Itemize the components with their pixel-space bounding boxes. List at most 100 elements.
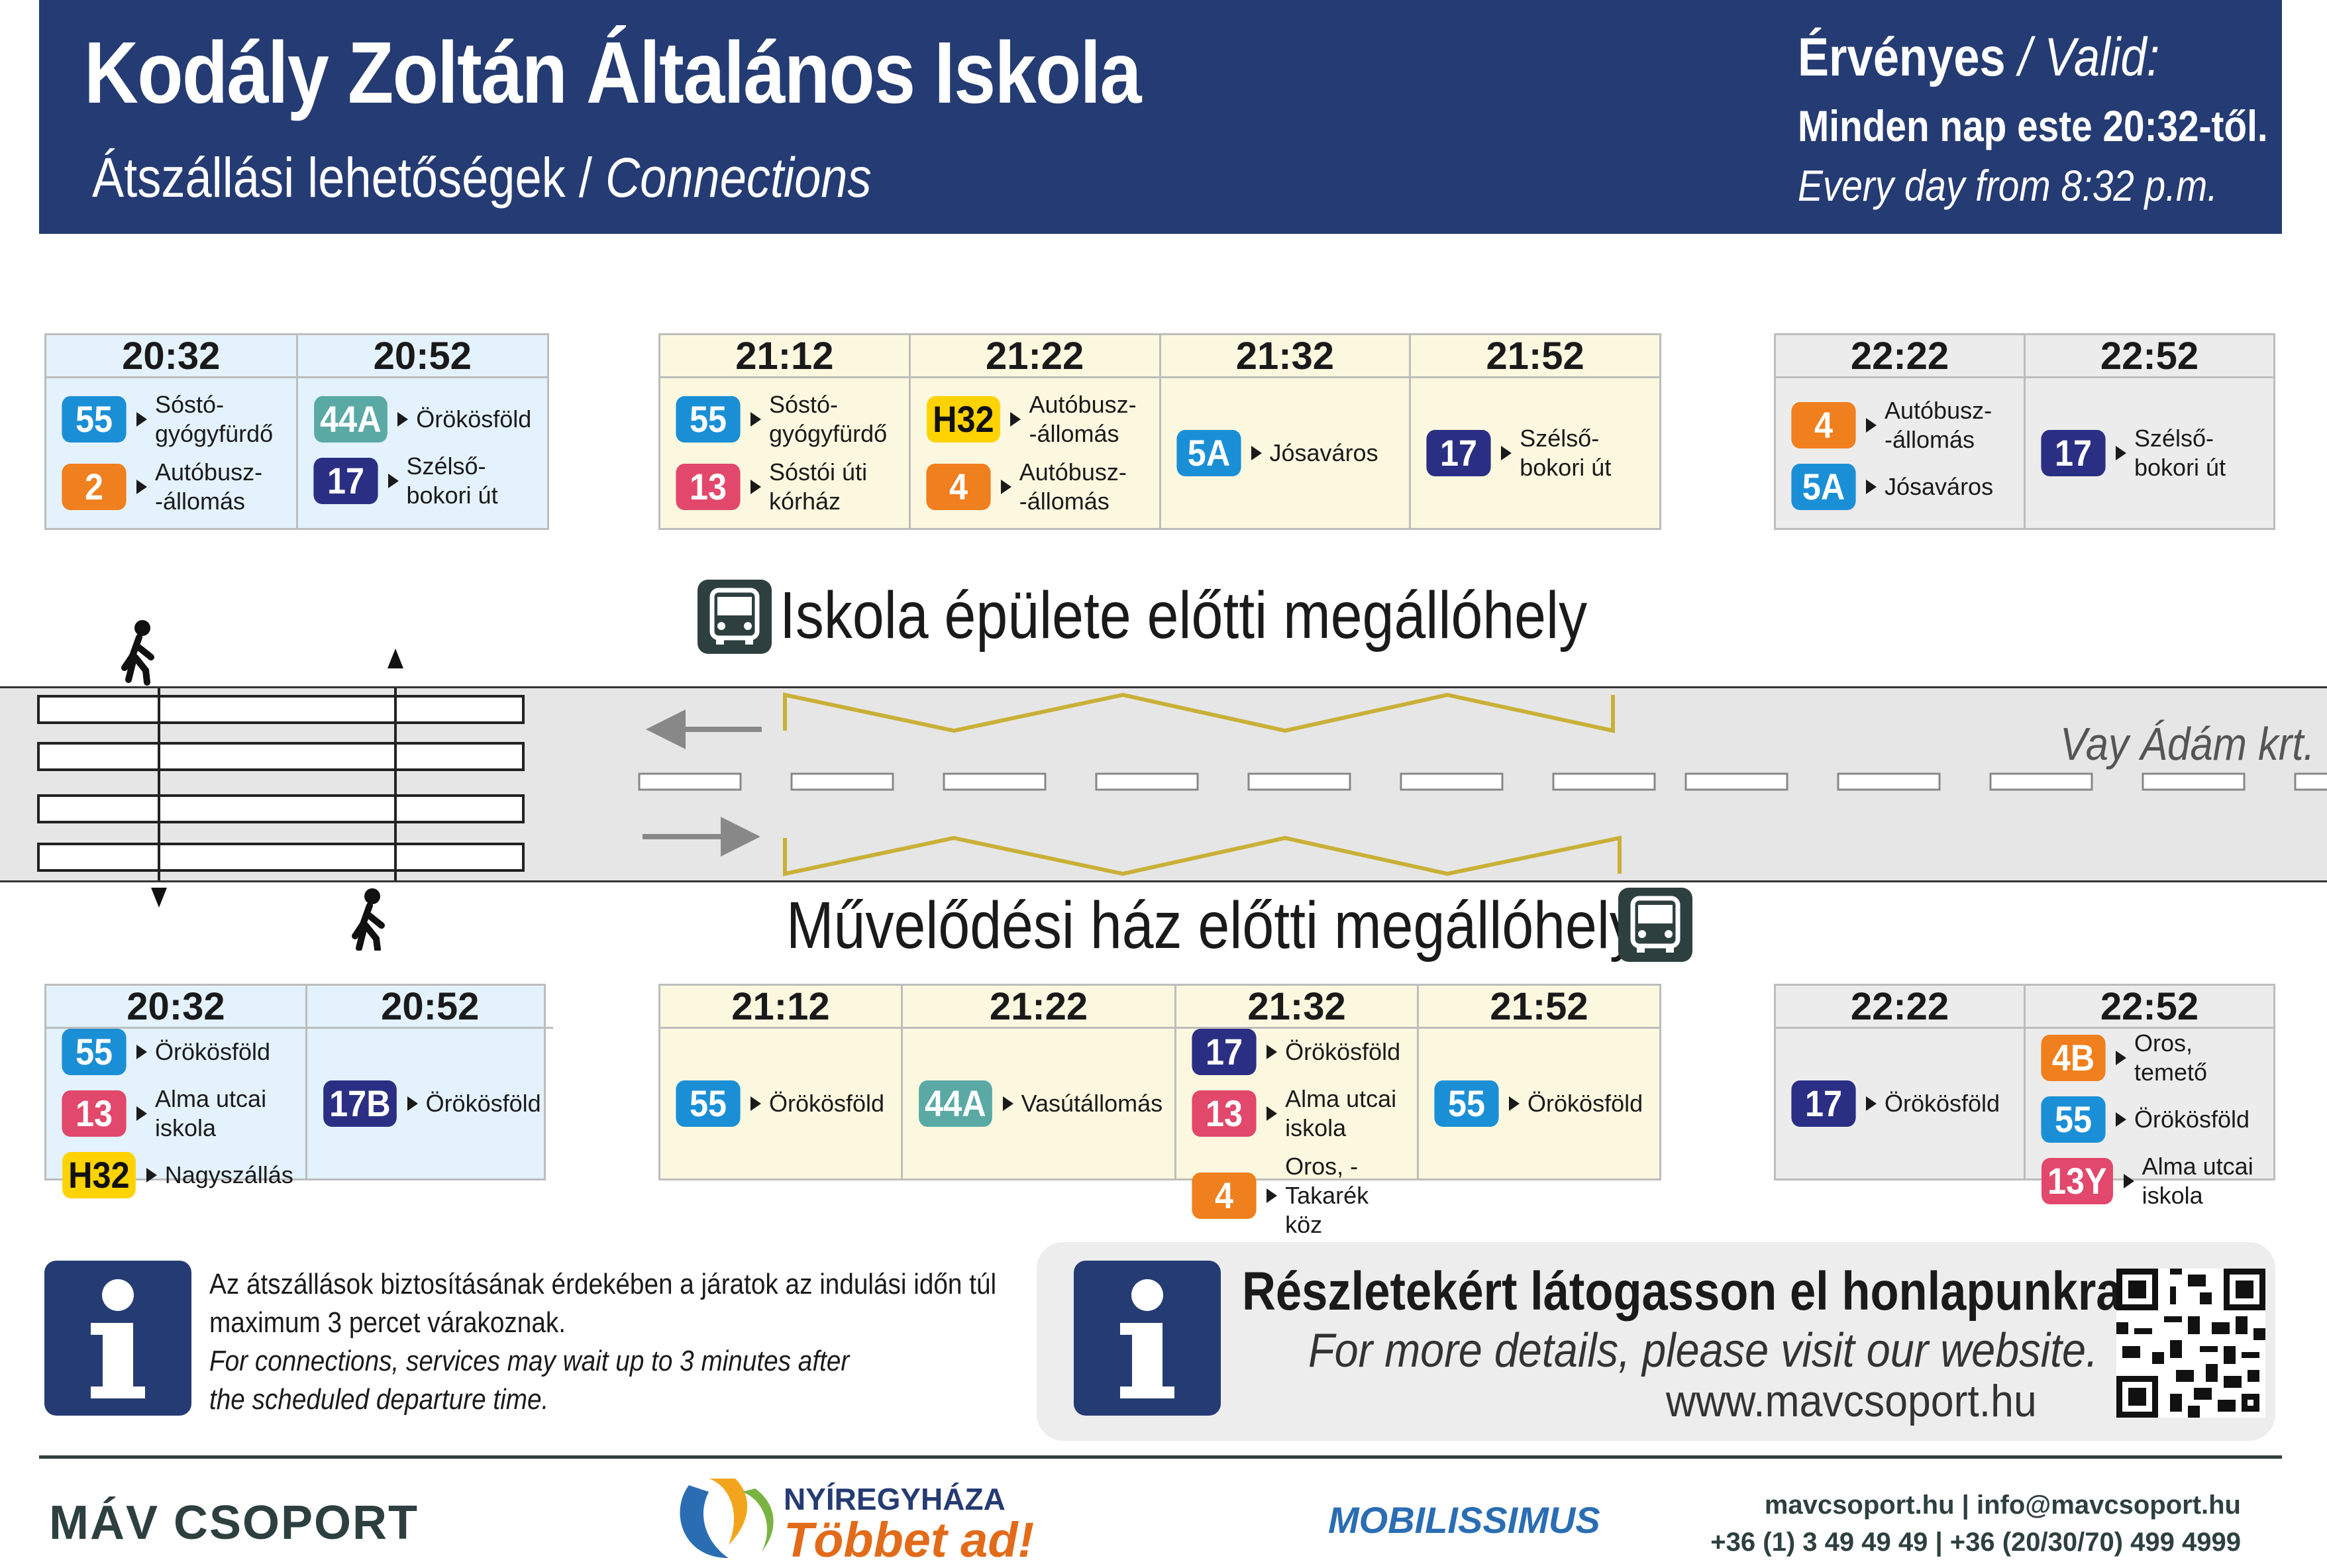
line-badge: 13 bbox=[62, 1090, 127, 1137]
destination: Autóbusz- -állomás bbox=[1019, 458, 1127, 515]
connection-item: 5A Jósaváros bbox=[1788, 464, 2012, 510]
destination: Jósaváros bbox=[1885, 473, 1994, 500]
destination: Örökösföld bbox=[155, 1038, 271, 1065]
arrow-right-icon bbox=[136, 480, 147, 494]
destination: Sóstói úti kórház bbox=[769, 458, 868, 515]
arrow-right-icon bbox=[1501, 446, 1512, 460]
departure-column: 22:22 17 Örökösföld bbox=[1776, 986, 2026, 1178]
connection-item: 17 Szélső- bokori út bbox=[310, 452, 536, 510]
page-subtitle: Átszállási lehetőségek / Connections bbox=[92, 146, 872, 210]
website-url[interactable]: www.mavcsoport.hu bbox=[1666, 1376, 2037, 1426]
arrow-right-icon bbox=[388, 474, 399, 488]
departure-time: 21:32 bbox=[1161, 335, 1410, 378]
line-badge: 55 bbox=[676, 396, 741, 443]
subtitle-hu: Átszállási lehetőségek / bbox=[92, 146, 605, 209]
connection-item: 2 Autóbusz- -állomás bbox=[58, 458, 284, 516]
arrow-right-icon bbox=[2116, 1051, 2126, 1065]
upper-group-2: 21:12 55 Sóstó- gyógyfürdő 13 Sóstói úti kór… bbox=[658, 333, 1661, 530]
line-badge: 17 bbox=[1426, 430, 1491, 476]
departure-time: 21:22 bbox=[902, 986, 1175, 1029]
departure-time: 22:22 bbox=[1776, 986, 2024, 1029]
connection-item: 13 Alma utcai iskola bbox=[1188, 1084, 1405, 1143]
departure-column: 20:52 17B Örökösföld bbox=[307, 986, 553, 1178]
arrow-right-icon bbox=[2123, 1174, 2134, 1188]
connection-item: H32 Autóbusz- -állomás bbox=[923, 390, 1147, 448]
info-icon bbox=[1074, 1261, 1221, 1416]
departure-column: 21:12 55 Örökösföld bbox=[660, 986, 903, 1178]
bus-stop-icon bbox=[698, 580, 772, 654]
line-badge: 17 bbox=[2041, 430, 2106, 476]
street-name: Vay Ádám krt. bbox=[2060, 718, 2315, 770]
line-badge: 13 bbox=[1192, 1090, 1257, 1137]
arrow-right-icon bbox=[1267, 1188, 1278, 1203]
connection-item: 13Y Alma utcai iskola bbox=[2038, 1152, 2261, 1210]
connection-item: 17 Szélső- bokori út bbox=[1423, 424, 1647, 482]
departure-column: 21:32 5A Jósaváros bbox=[1161, 335, 1412, 528]
departure-time: 21:12 bbox=[660, 335, 909, 378]
departure-column: 21:22 H32 Autóbusz- -állomás 4 Autóbusz- -ál… bbox=[910, 335, 1161, 528]
arrow-right-icon bbox=[1866, 418, 1877, 433]
destination: Oros, - Takarék köz bbox=[1285, 1153, 1369, 1238]
line-badge: 5A bbox=[1176, 430, 1241, 476]
line-badge: 55 bbox=[1434, 1080, 1499, 1127]
line-badge: 44A bbox=[919, 1080, 992, 1127]
page-title: Kodály Zoltán Általános Iskola bbox=[84, 24, 1141, 121]
footer-divider bbox=[39, 1455, 2282, 1459]
line-badge: 55 bbox=[2041, 1096, 2106, 1143]
departure-column: 22:22 4 Autóbusz- -állomás 5A Jósaváros bbox=[1776, 335, 2026, 528]
destination: Alma utcai iskola bbox=[155, 1085, 267, 1141]
destination: Oros, temető bbox=[2134, 1029, 2208, 1086]
qr-code-icon[interactable] bbox=[2116, 1269, 2265, 1418]
contact-web-email[interactable]: mavcsoport.hu | info@mavcsoport.hu bbox=[1764, 1490, 2241, 1520]
departure-column: 21:52 55 Örökösföld bbox=[1419, 986, 1659, 1178]
departure-column: 22:52 4B Oros, temető 55 Örökösföld 13Y Alma u… bbox=[2026, 986, 2273, 1209]
mav-csoport-logo: MÁV CSOPORT bbox=[49, 1496, 419, 1549]
departure-time: 21:32 bbox=[1176, 986, 1418, 1029]
arrow-right-icon bbox=[136, 1045, 147, 1059]
departure-column: 20:32 55 Örökösföld 13 Alma utcai iskola H32 N… bbox=[46, 986, 307, 1198]
nyiregyhaza-logo-icon bbox=[680, 1479, 774, 1558]
validity-en: Every day from 8:32 p.m. bbox=[1798, 161, 2218, 210]
connection-item: 4 Autóbusz- -állomás bbox=[923, 458, 1147, 516]
arrow-right-icon bbox=[750, 412, 761, 427]
destination: Autóbusz- -állomás bbox=[155, 458, 263, 515]
arrow-right-icon bbox=[1866, 480, 1877, 494]
connection-item: 44A Vasútállomás bbox=[915, 1080, 1163, 1127]
arrow-right-icon bbox=[136, 1106, 147, 1121]
arrow-right-icon bbox=[1002, 1096, 1013, 1111]
pedestrian-down-icon bbox=[121, 620, 167, 908]
line-badge: 17 bbox=[1791, 1080, 1856, 1127]
departure-time: 22:52 bbox=[2026, 986, 2273, 1029]
arrow-right-icon bbox=[2116, 1112, 2126, 1127]
website-box bbox=[1037, 1242, 2275, 1441]
departure-column: 21:32 17 Örökösföld 13 Alma utcai iskola 4 Oro… bbox=[1176, 986, 1420, 1238]
mobilissimus-logo: MOBILISSIMUS bbox=[1328, 1499, 1600, 1541]
destination: Örökösföld bbox=[2134, 1106, 2250, 1133]
arrow-right-icon bbox=[1267, 1045, 1278, 1059]
validity-hu: Minden nap este 20:32-től. bbox=[1798, 101, 2268, 150]
lower-group-2: 21:12 55 Örökösföld 21:22 44A Vasútállomás 21:… bbox=[658, 984, 1661, 1238]
validity-label: Érvényes / Valid: bbox=[1798, 27, 2160, 87]
arrow-right-icon bbox=[750, 480, 761, 494]
destination: Örökösföld bbox=[1527, 1090, 1643, 1117]
connection-item: 13 Sóstói úti kórház bbox=[672, 458, 897, 516]
destination: Alma utcai iskola bbox=[1285, 1085, 1397, 1141]
destination: Sóstó- gyógyfürdő bbox=[769, 391, 888, 447]
connection-item: H32 Nagyszállás bbox=[58, 1152, 293, 1198]
bus-stop-icon bbox=[1618, 888, 1692, 962]
line-badge: 55 bbox=[62, 1029, 127, 1075]
header-banner: Kodály Zoltán Általános Iskola Átszállás… bbox=[39, 0, 2282, 234]
line-badge: H32 bbox=[62, 1152, 136, 1198]
line-badge: 13 bbox=[676, 464, 741, 510]
arrow-right-icon bbox=[1000, 480, 1011, 494]
website-heading-en: For more details, please visit our websi… bbox=[1308, 1324, 2098, 1377]
destination: Sóstó- gyógyfürdő bbox=[155, 391, 274, 447]
arrow-right-icon bbox=[1267, 1106, 1278, 1121]
line-badge: 44A bbox=[313, 396, 388, 443]
connection-item: 55 Örökösföld bbox=[58, 1029, 293, 1075]
destination: Örökösföld bbox=[1885, 1090, 2000, 1117]
connection-item: 17 Örökösföld bbox=[1788, 1080, 2012, 1127]
upper-group-3: 22:22 4 Autóbusz- -állomás 5A Jósaváros 22:52… bbox=[1774, 333, 2275, 530]
line-badge: 13Y bbox=[2041, 1158, 2113, 1204]
line-badge: 55 bbox=[676, 1080, 741, 1127]
